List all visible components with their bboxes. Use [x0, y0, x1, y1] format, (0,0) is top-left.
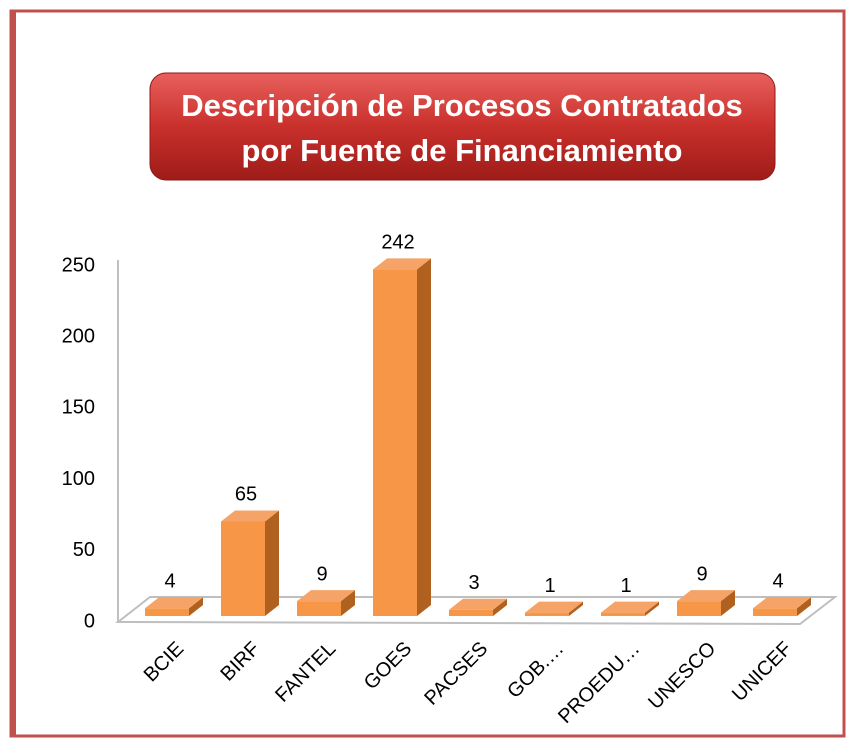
bar [677, 590, 735, 616]
value-label: 65 [235, 484, 257, 506]
value-label: 4 [772, 571, 783, 593]
value-label: 3 [468, 572, 479, 594]
bar-side [265, 510, 279, 616]
bar-side [645, 601, 659, 616]
bar-front [145, 608, 189, 616]
bar-front [221, 521, 265, 616]
bar-top [145, 597, 203, 609]
bar [601, 601, 659, 616]
bar-side [569, 601, 583, 616]
bar-front [373, 269, 417, 616]
y-tick-label: 200 [62, 325, 95, 347]
bar-side [721, 590, 735, 616]
bar-front [601, 612, 645, 616]
value-label: 1 [544, 575, 555, 597]
y-tick-label: 150 [62, 397, 95, 419]
bar [145, 597, 203, 616]
chart-title: Descripción de Procesos Contratados [181, 88, 743, 123]
bar-top [525, 601, 583, 613]
bar-top [753, 597, 811, 609]
bar [753, 597, 811, 616]
bar-side [493, 598, 507, 616]
value-label: 242 [381, 232, 414, 254]
bar-front [449, 609, 493, 616]
y-tick-label: 0 [84, 610, 95, 632]
value-label: 1 [620, 575, 631, 597]
bar-top [297, 590, 355, 602]
title-box [149, 72, 776, 181]
value-label: 9 [696, 563, 707, 585]
y-tick-label: 100 [62, 468, 95, 490]
bar-side [341, 590, 355, 616]
bar-side [797, 597, 811, 616]
frame-edge [10, 10, 16, 737]
bar-front [525, 612, 569, 616]
bar-side [417, 258, 431, 616]
bar [221, 510, 279, 616]
bar-side [189, 597, 203, 616]
y-tick-label: 50 [73, 539, 95, 561]
bar-top [373, 258, 431, 270]
bar [373, 258, 431, 616]
bar-top [677, 590, 735, 602]
bar-top [221, 510, 279, 522]
bar-front [297, 601, 341, 616]
bar-top [601, 601, 659, 613]
bar-front [677, 601, 721, 616]
value-label: 9 [316, 563, 327, 585]
bar [525, 601, 583, 616]
chart-title: por Fuente de Financiamiento [242, 133, 683, 168]
value-label: 4 [164, 571, 175, 593]
y-tick-label: 250 [62, 254, 95, 276]
bar-top [449, 598, 507, 610]
bar [449, 598, 507, 616]
bar [297, 590, 355, 616]
bar-front [753, 608, 797, 616]
